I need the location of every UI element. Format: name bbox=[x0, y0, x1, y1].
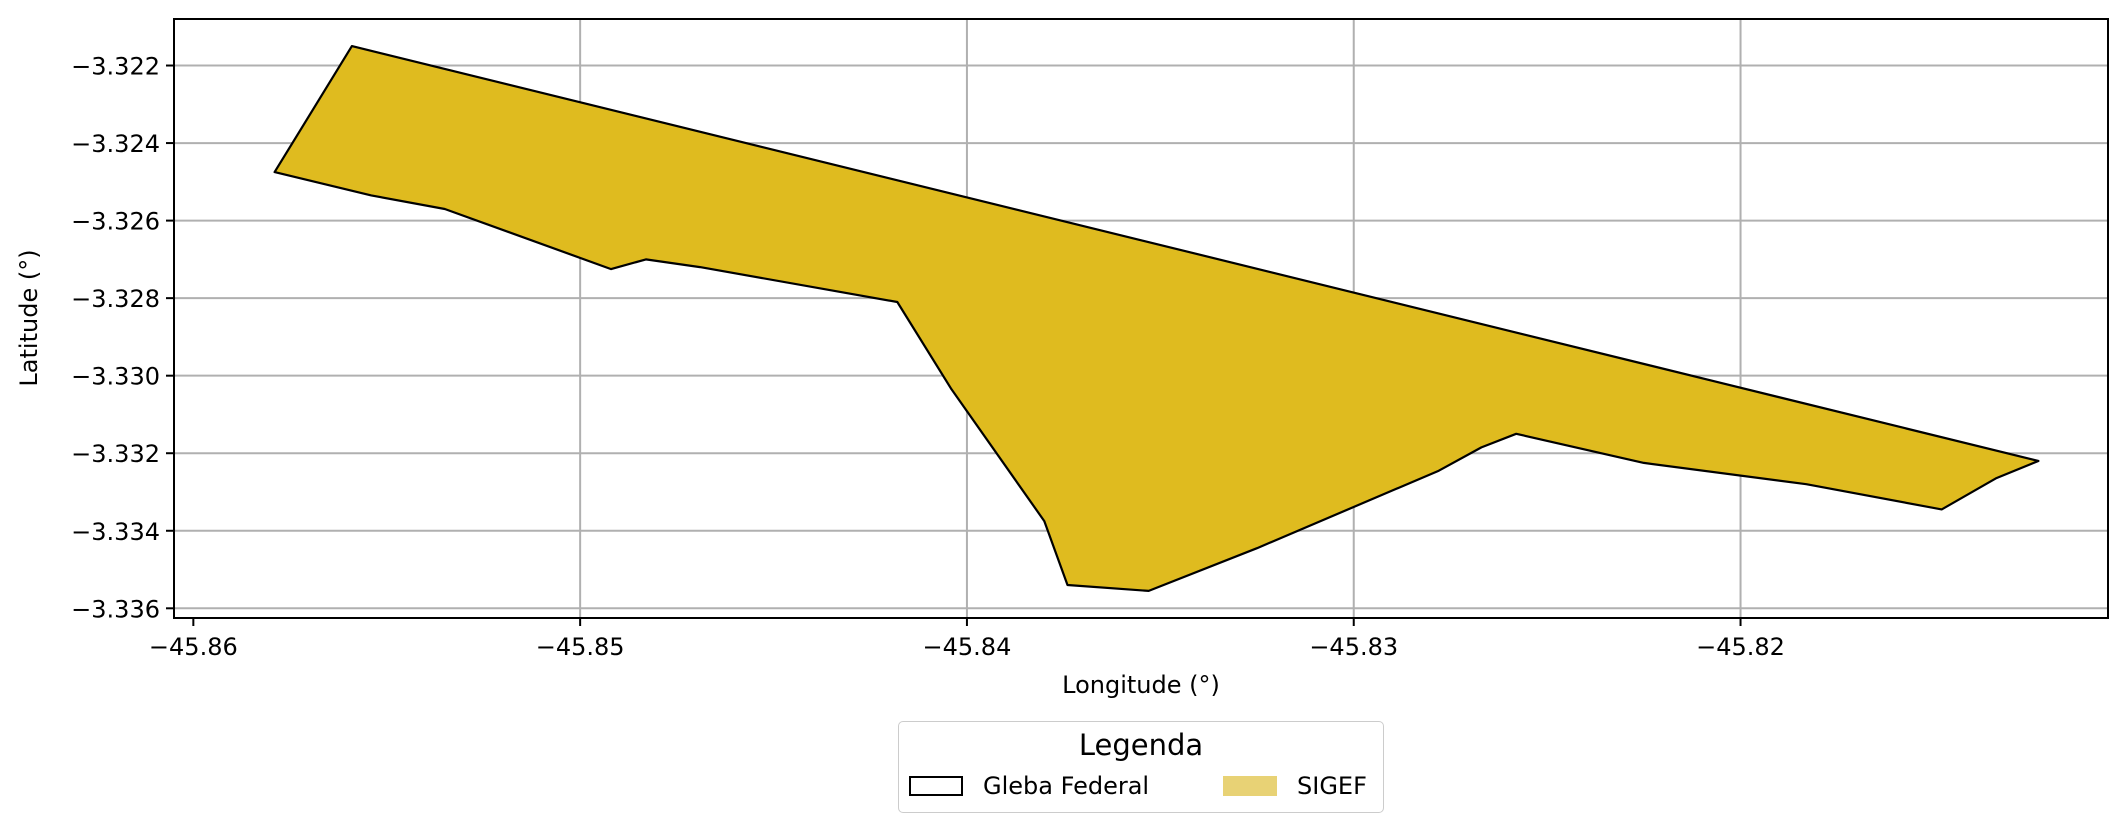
axes-frame bbox=[173, 18, 2109, 619]
y-tick-label: −3.332 bbox=[71, 440, 160, 468]
x-axis-label: Longitude (°) bbox=[1062, 671, 1220, 699]
y-axis-label: Latitude (°) bbox=[15, 249, 43, 386]
legend-title: Legenda bbox=[1078, 728, 1204, 762]
y-tick-label: −3.322 bbox=[71, 53, 160, 81]
x-tick-label: −45.82 bbox=[1696, 633, 1785, 661]
legend: Legenda Gleba Federal SIGEF bbox=[898, 721, 1384, 813]
legend-label: Gleba Federal bbox=[983, 772, 1150, 800]
y-tick-label: −3.328 bbox=[71, 285, 160, 313]
map-plot: −45.86 −45.85 −45.84 −45.83 −45.82 −3.322 −3.3… bbox=[15, 18, 2109, 699]
x-tick-label: −45.83 bbox=[1309, 633, 1398, 661]
legend-item-sigef: SIGEF bbox=[1223, 772, 1367, 800]
y-tick-label: −3.324 bbox=[71, 130, 160, 158]
legend-swatch-fill bbox=[1223, 776, 1277, 796]
legend-swatch-outline bbox=[909, 776, 963, 796]
y-tick-label: −3.330 bbox=[71, 363, 160, 391]
y-tick-label: −3.334 bbox=[71, 518, 160, 546]
x-tick-label: −45.84 bbox=[923, 633, 1012, 661]
legend-label: SIGEF bbox=[1297, 772, 1367, 800]
x-tick-label: −45.86 bbox=[149, 633, 238, 661]
x-tick-label: −45.85 bbox=[536, 633, 625, 661]
y-tick-label: −3.336 bbox=[71, 595, 160, 623]
y-tick-label: −3.326 bbox=[71, 208, 160, 236]
axis-ticks: −45.86 −45.85 −45.84 −45.83 −45.82 −3.322 −3.3… bbox=[71, 53, 1785, 661]
legend-item-gleba-federal: Gleba Federal bbox=[909, 772, 1149, 800]
polygon-layer bbox=[273, 44, 2040, 593]
sigef-gleba-polygon bbox=[273, 44, 2040, 593]
